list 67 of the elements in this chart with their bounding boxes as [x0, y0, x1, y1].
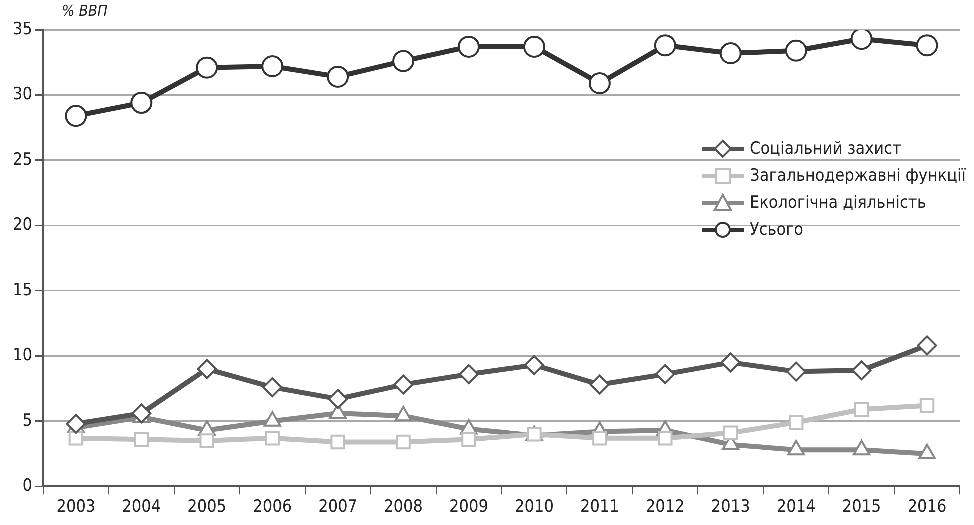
point: [196, 56, 218, 79]
point: [786, 362, 806, 382]
y-tick-label: 30: [12, 84, 32, 105]
legend-label: Соціальний захист: [750, 138, 902, 158]
point: [592, 430, 608, 446]
point: [720, 352, 741, 373]
x-tick-label: 2008: [384, 497, 423, 518]
point: [396, 434, 411, 450]
x-tick-label: 2013: [711, 497, 750, 518]
point: [854, 402, 870, 417]
point: [590, 374, 610, 395]
legend-label: Усього: [750, 220, 804, 240]
point: [462, 432, 476, 447]
y-tick-label: 5: [22, 410, 32, 431]
point: [328, 389, 348, 410]
x-tick-label: 2004: [122, 497, 162, 518]
y-tick-label: 10: [12, 346, 32, 366]
point: [850, 30, 873, 50]
legend-label: Екологічна діяльність: [750, 192, 926, 212]
point: [788, 415, 804, 430]
point: [134, 432, 150, 447]
point: [132, 404, 152, 424]
point: [458, 364, 479, 384]
point: [720, 42, 742, 64]
legend-label: Загальнодержавні функції: [750, 166, 966, 186]
x-tick-label: 2012: [646, 497, 685, 518]
point: [588, 72, 611, 94]
point: [724, 426, 738, 440]
point: [852, 360, 872, 380]
point: [916, 34, 938, 57]
x-tick-label: 2005: [188, 497, 227, 518]
y-tick-label: 0: [22, 476, 32, 496]
y-tick-label: 35: [12, 19, 32, 40]
x-tick-label: 2016: [908, 497, 947, 518]
point: [920, 398, 935, 414]
point: [658, 430, 673, 446]
point: [785, 40, 808, 62]
x-tick-label: 2007: [318, 497, 358, 518]
point: [655, 364, 676, 384]
point: [262, 56, 284, 78]
y-tick-label: 20: [12, 215, 32, 236]
x-tick-label: 2003: [56, 497, 96, 518]
point: [265, 430, 280, 446]
point: [523, 36, 546, 58]
point: [394, 374, 414, 395]
point: [917, 336, 938, 356]
point: [200, 434, 214, 448]
x-tick-label: 2014: [776, 497, 816, 518]
point: [524, 355, 544, 376]
point: [65, 105, 88, 128]
point: [458, 36, 480, 58]
y-tick-label: 15: [12, 280, 32, 300]
x-tick-label: 2010: [515, 497, 554, 518]
point: [327, 66, 350, 88]
point: [392, 50, 415, 72]
x-tick-label: 2006: [253, 497, 292, 518]
point: [68, 430, 84, 446]
x-tick-label: 2009: [450, 497, 488, 518]
x-tick-label: 2015: [842, 497, 882, 518]
point: [654, 34, 676, 57]
y-tick-label: 25: [12, 150, 32, 170]
x-tick-label: 2011: [580, 497, 620, 518]
point: [262, 377, 283, 398]
point: [130, 92, 153, 114]
y-axis-title: % ВВП: [62, 2, 108, 20]
point: [330, 434, 346, 450]
point: [197, 359, 218, 380]
